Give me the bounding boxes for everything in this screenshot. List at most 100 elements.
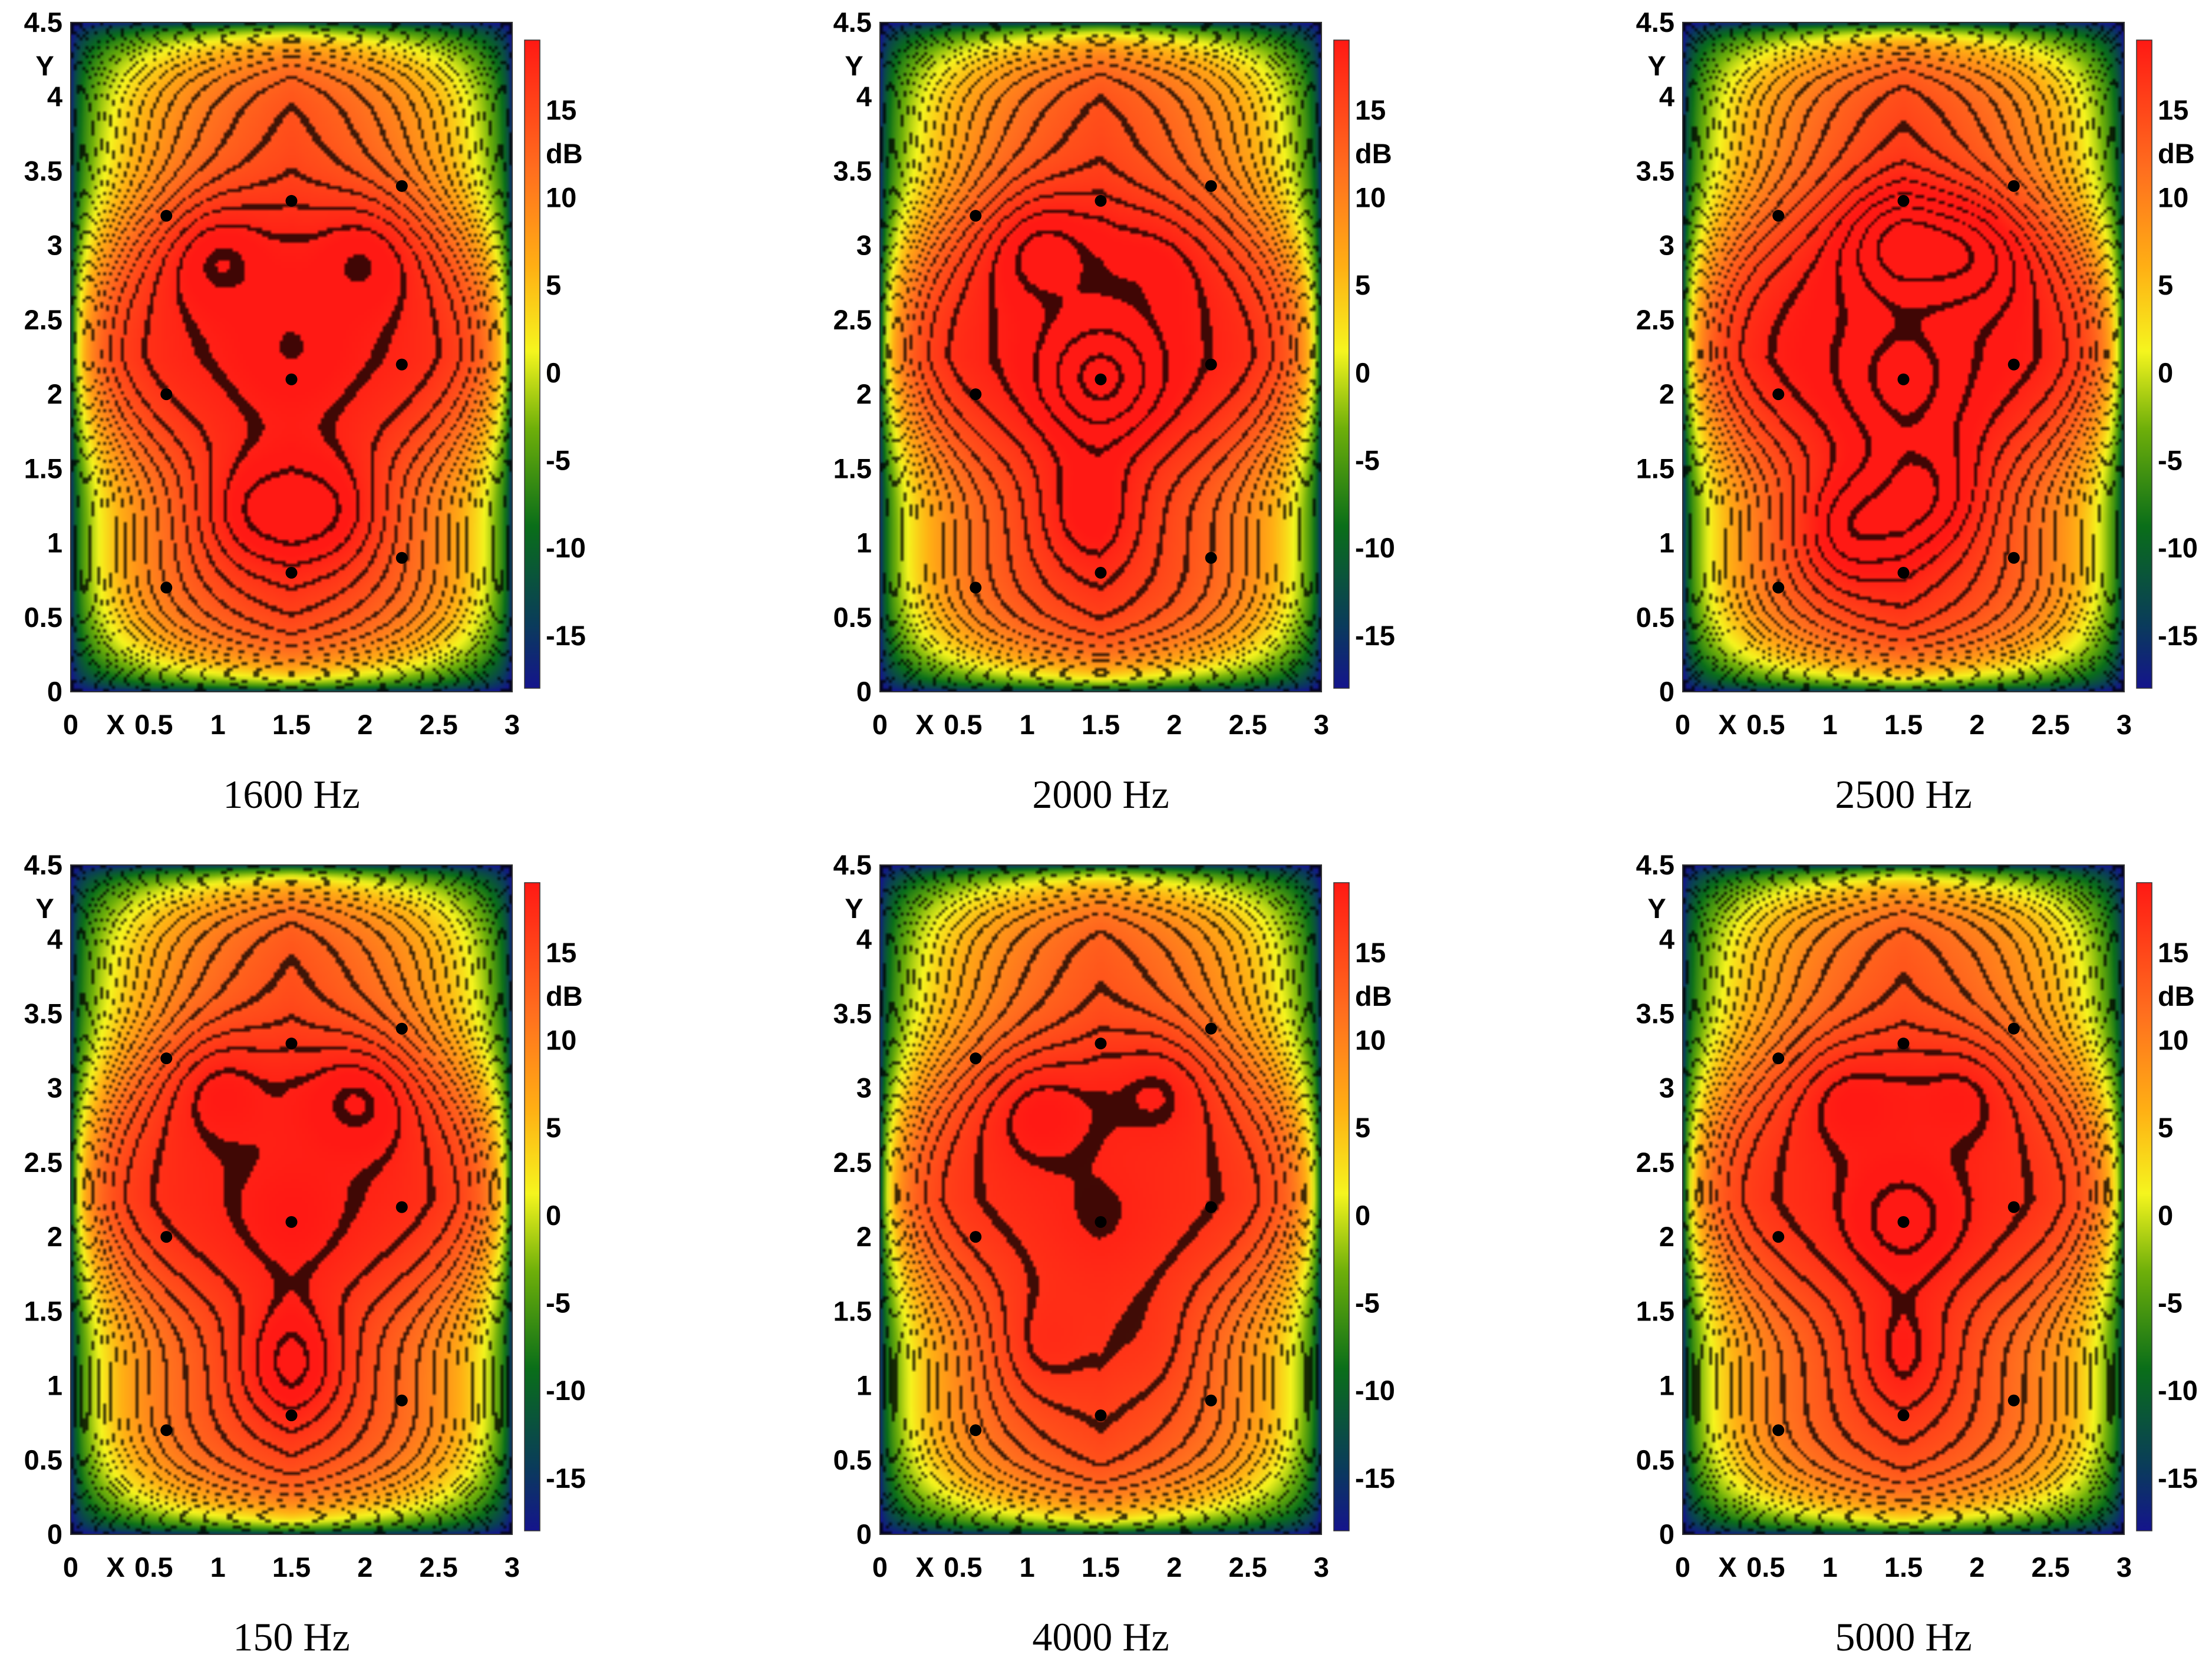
source-point [285,567,298,579]
x-tick-label: 3 [1314,709,1329,740]
x-tick-label: 2 [1166,709,1182,740]
y-tick-label: 4.5 [24,6,62,38]
colorbar-tick-label: 15 [546,937,576,968]
colorbar-tick-label: -10 [2158,532,2198,563]
x-tick-label: 0.5 [134,1551,173,1583]
x-tick-label: 2.5 [2031,709,2069,740]
source-point [2007,358,2020,371]
colorbar-tick-label: -15 [2158,1462,2198,1494]
source-point [285,1409,298,1422]
x-tick-label: 0 [872,1551,888,1583]
source-point [2007,180,2020,192]
y-tick-label: 1.5 [24,453,62,484]
y-tick-label: 4.5 [1636,849,1674,880]
colorbar-tick-label: 0 [1355,357,1370,388]
source-point [2007,552,2020,564]
colorbar-label: dB [2158,980,2195,1012]
y-tick-label: 2.5 [24,1147,62,1178]
x-axis-label: X [1718,709,1736,740]
y-tick-label: 1.5 [24,1295,62,1326]
colorbar-label: dB [546,980,583,1012]
source-point [1772,1424,1785,1437]
colorbar-tick-label: 15 [2158,94,2188,126]
x-tick-label: 3 [505,709,520,740]
colorbar-tick-label: 10 [2158,1025,2188,1056]
heatmap-image [880,865,1321,1534]
y-tick-label: 0 [856,676,872,707]
y-tick-label: 1.5 [833,1295,872,1326]
y-tick-label: 2.5 [1636,304,1674,335]
source-point [1897,1037,1910,1049]
y-tick-label: 3 [1659,1072,1674,1104]
colorbar [2136,882,2152,1531]
source-point [285,373,298,385]
y-tick-label: 1 [856,1370,872,1401]
source-point [1095,1409,1107,1422]
source-point [1095,373,1107,385]
y-tick-label: 2 [856,1221,872,1252]
x-axis-label: X [915,1551,934,1583]
colorbar-tick-label: -15 [1355,620,1395,651]
y-tick-label: 3.5 [24,155,62,186]
source-point [395,358,408,371]
x-tick-label: 2.5 [1228,709,1267,740]
source-point [160,388,173,401]
source-point [1897,1409,1910,1422]
colorbar-label: dB [2158,138,2195,169]
colorbar-tick-label: 0 [2158,357,2173,388]
source-point [160,1424,173,1437]
source-point [1772,582,1785,594]
y-tick-label: 2.5 [833,304,872,335]
x-tick-label: 1 [210,1551,226,1583]
source-point [395,180,408,192]
source-point [1205,180,1217,192]
heatmap-image [1683,22,2124,692]
y-tick-label: 4 [1659,923,1674,955]
x-tick-label: 2.5 [1228,1551,1267,1583]
plot-frame [1682,22,2125,692]
colorbar-tick-label: -5 [2158,1287,2183,1319]
source-point [970,1231,982,1243]
source-point [1897,1216,1910,1228]
x-tick-label: 1 [1020,1551,1035,1583]
panel-caption: 4000 Hz [1032,1615,1169,1659]
x-tick-label: 0 [63,709,78,740]
y-tick-label: 3.5 [24,998,62,1029]
y-tick-label: 0 [1659,676,1674,707]
x-tick-label: 1.5 [1884,709,1923,740]
source-point [160,1231,173,1243]
y-axis-label: Y [35,893,54,924]
source-point [1205,358,1217,371]
y-tick-label: 1 [1659,1370,1674,1401]
source-point [1095,194,1107,207]
x-tick-label: 2 [1166,1551,1182,1583]
x-tick-label: 1 [1822,709,1838,740]
x-tick-label: 2.5 [2031,1551,2069,1583]
y-tick-label: 2 [1659,1221,1674,1252]
plot-frame [1682,864,2125,1535]
x-tick-label: 3 [1314,1551,1329,1583]
colorbar-tick-label: 15 [1355,94,1386,126]
y-tick-label: 1 [47,527,62,559]
colorbar-tick-label: 15 [1355,937,1386,968]
source-point [1095,1216,1107,1228]
source-point [1897,373,1910,385]
x-tick-label: 3 [2117,1551,2132,1583]
x-tick-label: 0 [872,709,888,740]
y-tick-label: 2 [47,1221,62,1252]
colorbar-tick-label: -15 [2158,620,2198,651]
colorbar-tick-label: -15 [546,1462,586,1494]
y-tick-label: 3 [47,230,62,261]
x-tick-label: 1.5 [272,709,311,740]
x-tick-label: 0.5 [944,1551,982,1583]
colorbar-label: dB [1355,138,1392,169]
colorbar-tick-label: 10 [1355,1025,1386,1056]
colorbar-tick-label: -10 [546,532,586,563]
y-tick-label: 3.5 [833,155,872,186]
x-tick-label: 0.5 [944,709,982,740]
x-tick-label: 1 [210,709,226,740]
panel-caption: 1600 Hz [223,772,360,817]
colorbar-tick-label: 0 [2158,1200,2173,1231]
